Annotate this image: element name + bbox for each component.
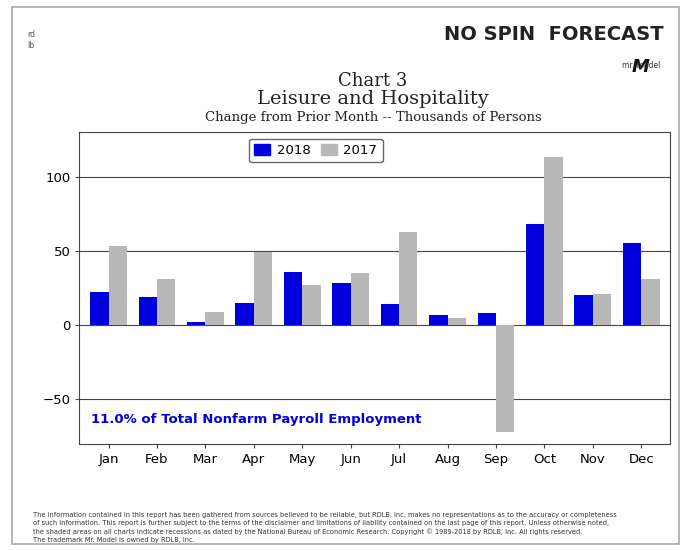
- Text: rd
lb: rd lb: [27, 30, 35, 50]
- Text: 11.0% of Total Nonfarm Payroll Employment: 11.0% of Total Nonfarm Payroll Employmen…: [91, 413, 422, 426]
- Bar: [526, 224, 545, 325]
- Bar: [399, 231, 417, 325]
- Bar: [90, 293, 108, 325]
- Text: M: M: [632, 58, 650, 76]
- Legend: 2018, 2017: 2018, 2017: [249, 139, 383, 163]
- Bar: [284, 272, 302, 325]
- Bar: [593, 294, 612, 325]
- Bar: [496, 325, 514, 431]
- Bar: [138, 297, 157, 325]
- Bar: [350, 273, 369, 325]
- Bar: [448, 317, 466, 325]
- Bar: [236, 302, 254, 325]
- Bar: [545, 158, 562, 325]
- Bar: [157, 279, 176, 325]
- Bar: [302, 285, 321, 325]
- Bar: [641, 279, 660, 325]
- Bar: [108, 246, 127, 325]
- Bar: [254, 252, 272, 325]
- Bar: [187, 322, 205, 325]
- Bar: [381, 304, 399, 325]
- Text: Leisure and Hospitality: Leisure and Hospitality: [257, 90, 489, 109]
- Bar: [332, 283, 350, 325]
- Bar: [205, 312, 224, 325]
- Bar: [477, 313, 496, 325]
- Text: The information contained in this report has been gathered from sources believed: The information contained in this report…: [33, 512, 617, 543]
- Text: NO SPIN  FORECAST: NO SPIN FORECAST: [444, 25, 663, 44]
- Bar: [623, 244, 641, 325]
- Text: Chart 3: Chart 3: [339, 72, 408, 90]
- Text: Change from Prior Month -- Thousands of Persons: Change from Prior Month -- Thousands of …: [205, 111, 542, 125]
- Text: mr. model: mr. model: [621, 61, 660, 69]
- Bar: [574, 295, 593, 325]
- Bar: [429, 315, 448, 325]
